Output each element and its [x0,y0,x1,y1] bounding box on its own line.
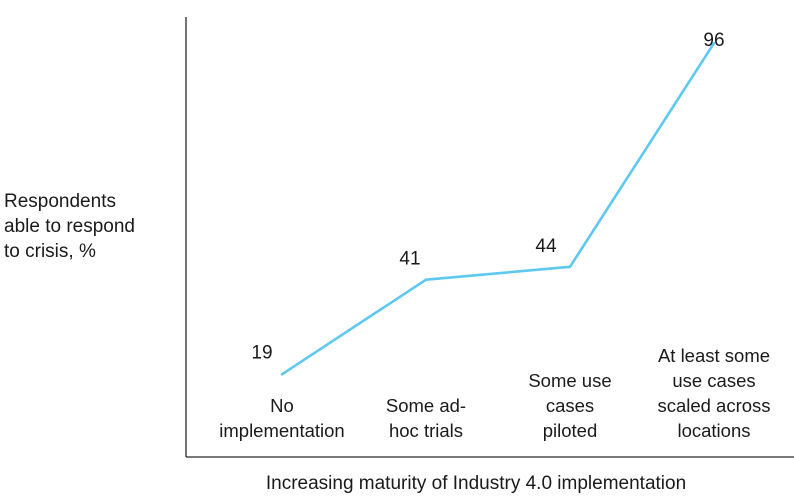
category-label: No implementation [219,395,344,441]
data-labels: 19 41 44 96 [251,30,724,363]
category-label-line: use cases [672,370,755,391]
category-label: At least some use cases scaled across locat… [657,345,770,441]
category-label-line: At least some [658,345,770,366]
x-axis-label: Increasing maturity of Industry 4.0 impl… [266,473,686,494]
category-label: Some ad-hoc trials [386,395,466,441]
y-axis-label-line: to crisis, % [4,241,96,262]
category-labels: No implementation Some ad-hoc trials Some u… [219,345,770,441]
category-label-line: piloted [543,420,598,441]
category-label-line: Some ad- [386,395,466,416]
x-axis-label-group: Increasing maturity of Industry 4.0 impl… [266,473,686,494]
data-label: 41 [399,249,420,270]
category-label-line: implementation [219,420,344,441]
category-label-line: Some use [528,370,611,391]
data-label: 96 [703,30,724,51]
data-label: 19 [251,342,272,363]
category-label: Some use cases piloted [528,370,611,441]
chart-axes [185,17,794,458]
series-line [280,41,716,376]
category-label-line: locations [677,420,750,441]
category-label-line: scaled across [657,395,770,416]
category-label-line: cases [546,395,594,416]
category-label-line: No [270,395,294,416]
series-lines [280,41,716,376]
y-axis-label: Respondents able to respond to crisis, % [4,191,135,262]
y-axis-label-line: able to respond [4,216,135,237]
y-axis-label-line: Respondents [4,191,116,212]
data-label: 44 [535,236,557,257]
category-label-line: hoc trials [389,420,463,441]
